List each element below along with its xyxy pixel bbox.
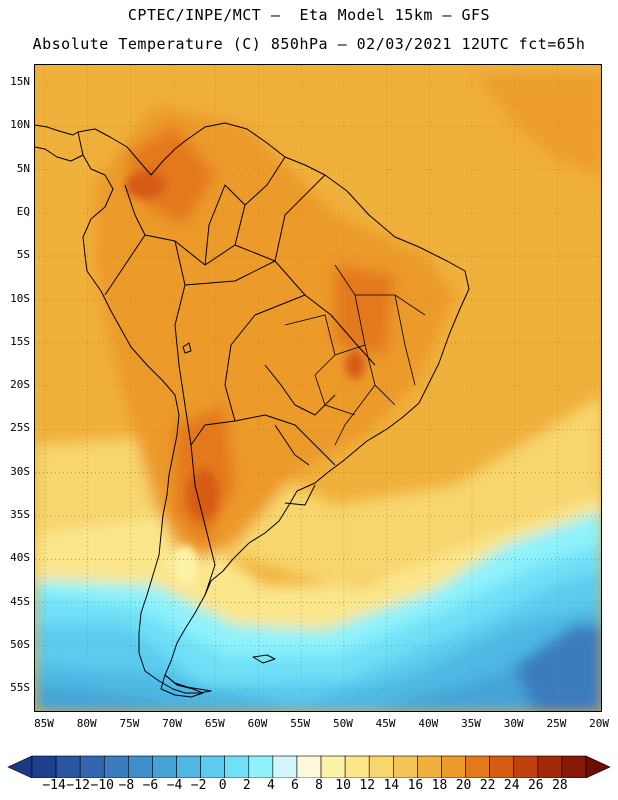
colorbar-tick-label: 10 [335, 778, 351, 793]
colorbar-swatch [344, 755, 370, 778]
colorbar-swatch [320, 755, 346, 778]
colorbar-swatch [272, 755, 298, 778]
falklands [252, 654, 276, 664]
colorbar-swatch [55, 755, 81, 778]
colorbar-swatch [200, 755, 225, 778]
chart-title-line1: CPTEC/INPE/MCT – Eta Model 15km – GFS [127, 6, 491, 24]
colorbar-tick-label: −10 [90, 778, 114, 793]
colorbar-tick-label: 16 [407, 778, 424, 793]
land-band-22-24 [187, 469, 219, 521]
colorbar-swatch [489, 755, 515, 778]
colorbar [7, 755, 611, 778]
band-m4-m2 [35, 635, 601, 711]
lon-label-85W: 85W [34, 717, 54, 730]
lat-label-15S: 15S [10, 334, 30, 348]
chart-title-line2: Absolute Temperature (C) 850hPa – 02/03/… [32, 35, 586, 53]
land-band-20-22 [125, 125, 215, 225]
colorbar-tick-label: 6 [291, 778, 299, 793]
colorbar-tick-label: 28 [552, 778, 568, 793]
colorbar-swatch [368, 755, 394, 778]
colorbar-swatch [152, 755, 177, 778]
colorbar-tick-label: 2 [242, 778, 251, 793]
coastlines [35, 122, 470, 698]
national-borders [104, 156, 376, 596]
colorbar-swatch [513, 755, 539, 778]
lon-label-55W: 55W [290, 717, 311, 730]
map-frame [34, 64, 602, 712]
lat-label-30S: 30S [10, 464, 30, 478]
lat-label-15N: 15N [10, 75, 30, 88]
land-band-22-24 [345, 351, 365, 379]
central-america-coastline [35, 124, 84, 162]
graticule [35, 65, 601, 711]
tierra-del-fuego [160, 674, 204, 698]
lat-label-EQ: EQ [16, 204, 30, 218]
colorbar-swatch [441, 755, 466, 778]
south-america-coastline [77, 122, 470, 694]
lon-label-25W: 25W [546, 717, 567, 730]
colorbar-tick-label: 22 [479, 778, 496, 793]
colorbar-swatch [176, 755, 201, 778]
lat-label-10S: 10S [10, 291, 30, 305]
lat-label-10N: 10N [10, 118, 30, 132]
colorbar-swatch [79, 755, 105, 778]
lon-label-35W: 35W [461, 717, 481, 730]
colorbar-tick-label: 12 [359, 778, 376, 793]
lon-label-45W: 45W [375, 717, 396, 730]
state-borders [284, 264, 426, 446]
lat-label-25S: 25S [10, 421, 30, 435]
lon-label-65W: 65W [204, 717, 225, 730]
colorbar-tick-label: −2 [190, 778, 207, 793]
colorbar-tick-label: 14 [383, 778, 400, 793]
colorbar-swatch [128, 755, 153, 778]
colorbar-swatch [248, 755, 274, 778]
lat-label-45S: 45S [10, 594, 30, 608]
lon-label-60W: 60W [247, 717, 268, 730]
lat-label-55S: 55S [10, 681, 30, 695]
lon-label-50W: 50W [332, 717, 353, 730]
colorbar-swatch [296, 755, 322, 778]
colorbar-swatch [224, 755, 250, 778]
colorbar-tick-label: 0 [218, 778, 227, 793]
colorbar-tick-label: 4 [266, 778, 275, 793]
band-18-20 [475, 75, 601, 175]
lon-label-70W: 70W [162, 717, 183, 730]
lat-label-35S: 35S [10, 508, 30, 521]
lat-label-5S: 5S [16, 248, 30, 262]
colorbar-tick-label: −4 [166, 778, 183, 793]
lake-titicaca [182, 342, 192, 354]
colorbar-swatch [465, 755, 490, 778]
colorbar-high-arrow [585, 755, 611, 778]
colorbar-tick-label: −14 [42, 778, 66, 793]
colorbar-tick-label: −6 [142, 778, 159, 793]
colorbar-tick-label: −12 [66, 778, 90, 793]
lon-label-80W: 80W [76, 717, 97, 730]
lat-label-5N: 5N [16, 161, 30, 175]
colorbar-swatch [561, 755, 587, 778]
lon-label-30W: 30W [503, 717, 524, 730]
lat-label-40S: 40S [10, 551, 30, 565]
lon-label-75W: 75W [119, 717, 140, 730]
colorbar-swatch [393, 755, 418, 778]
colorbar-swatch [31, 755, 57, 778]
lon-label-20W: 20W [589, 717, 610, 730]
colorbar-low-arrow [7, 755, 33, 778]
temperature-map [35, 65, 601, 711]
colorbar-tick-label: 18 [431, 778, 448, 793]
land-band-22-24 [125, 171, 165, 199]
cool-band-8-10 [171, 545, 199, 585]
colorbar-tick-label: 8 [315, 778, 323, 793]
colorbar-swatch [417, 755, 442, 778]
colorbar-swatch [103, 755, 129, 778]
colorbar-swatch [537, 755, 563, 778]
lon-label-40W: 40W [418, 717, 439, 730]
lat-label-20S: 20S [10, 378, 30, 392]
brazil-states [284, 264, 426, 446]
colorbar-tick-label: 20 [455, 778, 472, 793]
colorbar-tick-label: −8 [118, 778, 135, 793]
colorbar-tick-label: 26 [527, 778, 544, 793]
lat-label-50S: 50S [10, 637, 30, 651]
colorbar-tick-label: 24 [503, 778, 520, 793]
